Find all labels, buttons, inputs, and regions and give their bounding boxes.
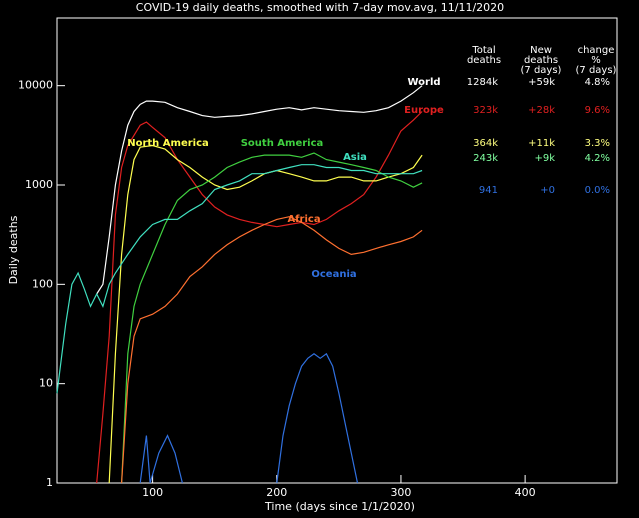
table-header: (7 days)	[521, 65, 562, 76]
table-cell: 1284k	[467, 77, 498, 88]
table-cell: 364k	[473, 138, 498, 149]
series-line	[121, 152, 423, 484]
table-cell: 941	[479, 185, 498, 196]
table-cell: +59k	[528, 77, 555, 88]
table-header: deaths	[524, 55, 558, 66]
series-label: South America	[241, 138, 324, 149]
series-line	[121, 216, 423, 484]
table-cell: 4.8%	[585, 77, 610, 88]
series-label: North America	[127, 138, 209, 149]
table-cell: 243k	[473, 153, 498, 164]
series-line	[96, 85, 423, 295]
y-axis-label: Daily deaths	[7, 215, 20, 284]
table-header: change	[578, 45, 615, 56]
series-label: Oceania	[311, 269, 356, 280]
table-header: deaths	[467, 55, 501, 66]
plot-frame	[56, 17, 618, 484]
y-tick-label: 1	[46, 476, 53, 489]
table-header: %	[591, 55, 601, 66]
table-cell: 0.0%	[585, 185, 610, 196]
table-header: Total	[471, 45, 495, 56]
series-label: World	[407, 77, 440, 88]
series-line	[139, 352, 359, 484]
series-label: Europe	[404, 105, 444, 116]
x-tick-label: 300	[390, 486, 411, 499]
series-line	[108, 144, 423, 484]
series-line	[56, 164, 423, 394]
x-axis-label: Time (days since 1/1/2020)	[264, 500, 415, 513]
x-tick-label: 400	[515, 486, 536, 499]
y-tick-label: 1000	[25, 178, 53, 191]
table-cell: +0	[540, 185, 555, 196]
table-cell: +11k	[528, 138, 555, 149]
table-cell: 9.6%	[585, 105, 610, 116]
table-cell: 4.2%	[585, 153, 610, 164]
table-cell: +9k	[534, 153, 555, 164]
series-line	[96, 111, 423, 484]
x-tick-label: 100	[142, 486, 163, 499]
y-tick-label: 100	[32, 277, 53, 290]
series-label: Asia	[343, 152, 367, 163]
table-cell: 323k	[473, 105, 498, 116]
chart-title: COVID-19 daily deaths, smoothed with 7-d…	[136, 1, 504, 14]
series-label: Africa	[287, 214, 320, 225]
table-cell: 3.3%	[585, 138, 610, 149]
table-header: New	[530, 45, 552, 56]
x-tick-label: 200	[266, 486, 287, 499]
table-header: (7 days)	[576, 65, 617, 76]
table-cell: +28k	[528, 105, 555, 116]
y-tick-label: 10	[39, 377, 53, 390]
y-tick-label: 10000	[18, 79, 53, 92]
